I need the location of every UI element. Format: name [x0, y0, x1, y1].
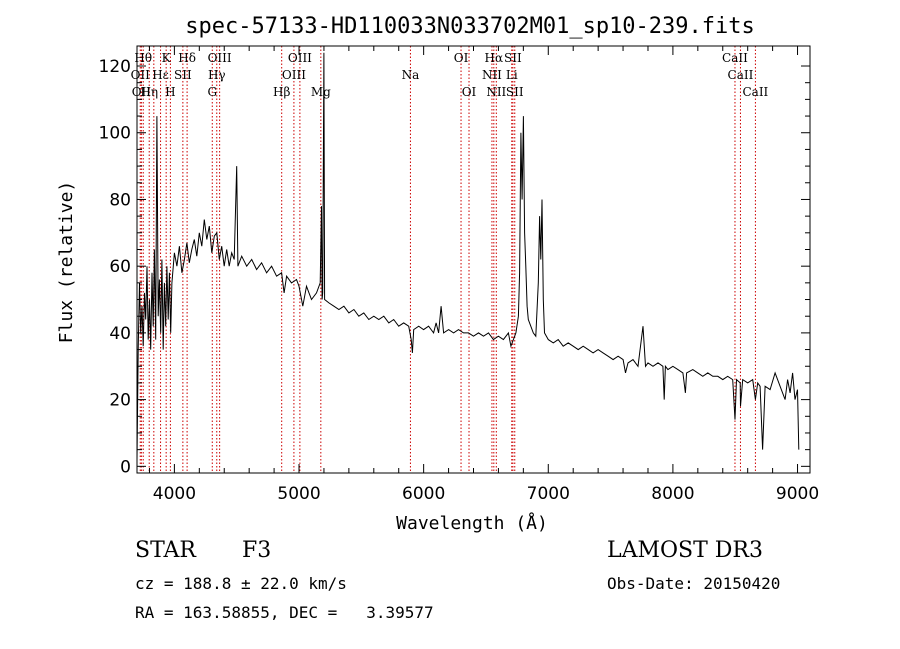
y-tick-label: 100 [99, 124, 131, 144]
x-tick-label: 6000 [402, 484, 445, 504]
survey-name: LAMOST DR3 [607, 538, 763, 563]
line-label-G: G [207, 85, 217, 99]
redshift-velocity: cz = 188.8 ± 22.0 km/s [135, 574, 347, 593]
line-label-Hη: Hη [140, 85, 158, 99]
y-tick-label: 120 [99, 57, 131, 77]
y-tick-label: 0 [120, 457, 131, 477]
x-tick-label: 5000 [277, 484, 320, 504]
line-label-Hβ: Hβ [273, 85, 290, 99]
y-tick-label: 40 [109, 324, 131, 344]
y-tick-label: 60 [109, 257, 131, 277]
x-tick-label: 4000 [153, 484, 196, 504]
observation-date: Obs-Date: 20150420 [607, 574, 781, 593]
line-label-Hα: Hα [485, 51, 504, 65]
x-tick-label: 7000 [527, 484, 570, 504]
line-label-OI: OI [462, 85, 477, 99]
line-label-NII: NII [482, 68, 502, 82]
line-label-CaII: CaII [722, 51, 748, 65]
x-tick-label: 9000 [776, 484, 819, 504]
line-label-H: H [165, 85, 175, 99]
y-axis-ticks: 0 20 40 60 80 100 120 [99, 57, 810, 477]
line-label-OI: OI [454, 51, 469, 65]
line-label-OIII: OIII [282, 68, 306, 82]
x-axis-ticks: 4000 5000 6000 7000 8000 9000 [148, 46, 819, 504]
line-label-SII: SII [506, 85, 524, 99]
object-class: STAR [135, 538, 196, 563]
line-label-K: K [162, 51, 172, 65]
line-label-Li: Li [506, 68, 518, 82]
line-label-OII: OII [131, 68, 151, 82]
spectrum-line [136, 52, 800, 460]
line-label-SII: SII [504, 51, 522, 65]
line-label-OIII: OIII [288, 51, 312, 65]
x-axis-label: Wavelength (Å) [396, 512, 548, 534]
line-label-Hθ: Hθ [134, 51, 152, 65]
coordinates: RA = 163.58855, DEC = 3.39577 [135, 603, 434, 622]
line-label-Na: Na [402, 68, 420, 82]
object-subclass: F3 [242, 538, 272, 563]
chart-title: spec-57133-HD110033N033702M01_sp10-239.f… [185, 14, 755, 39]
line-label-Hε: Hε [152, 68, 169, 82]
line-label-Mg: Mg [311, 85, 331, 99]
line-label-CaII: CaII [742, 85, 768, 99]
y-tick-label: 20 [109, 391, 131, 411]
line-label-Hδ: Hδ [178, 51, 196, 65]
x-tick-label: 8000 [651, 484, 694, 504]
y-tick-label: 80 [109, 190, 131, 210]
line-label-CaII: CaII [728, 68, 754, 82]
line-label-Hγ: Hγ [208, 68, 226, 82]
y-axis-label: Flux (relative) [56, 181, 77, 344]
line-marks [139, 46, 756, 473]
line-label-NII: NII [486, 85, 506, 99]
line-label-OIII: OIII [208, 51, 232, 65]
line-label-SII: SII [174, 68, 192, 82]
